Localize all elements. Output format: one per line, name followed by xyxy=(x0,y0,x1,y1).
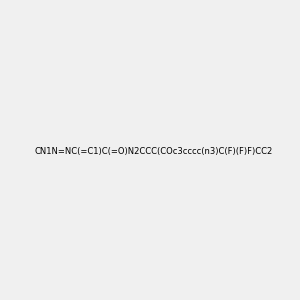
Text: CN1N=NC(=C1)C(=O)N2CCC(COc3cccc(n3)C(F)(F)F)CC2: CN1N=NC(=C1)C(=O)N2CCC(COc3cccc(n3)C(F)(… xyxy=(34,147,273,156)
